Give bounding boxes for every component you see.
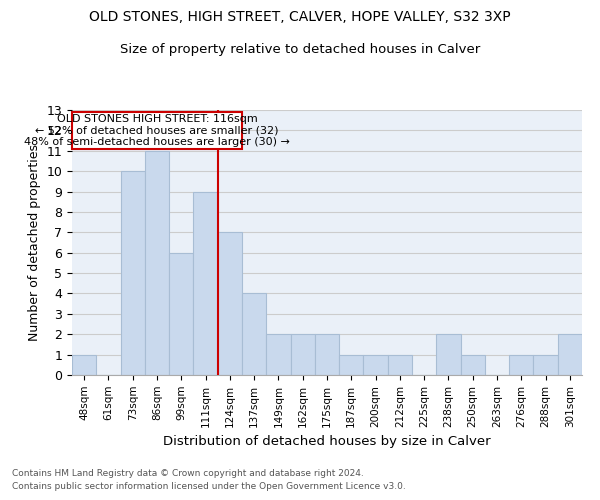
Bar: [242, 294, 266, 375]
Bar: [121, 171, 145, 375]
Text: 48% of semi-detached houses are larger (30) →: 48% of semi-detached houses are larger (…: [24, 136, 290, 146]
X-axis label: Distribution of detached houses by size in Calver: Distribution of detached houses by size …: [163, 435, 491, 448]
Bar: [558, 334, 582, 375]
Bar: [509, 354, 533, 375]
Bar: [72, 354, 96, 375]
Bar: [388, 354, 412, 375]
Text: Contains HM Land Registry data © Crown copyright and database right 2024.: Contains HM Land Registry data © Crown c…: [12, 468, 364, 477]
Bar: [461, 354, 485, 375]
Bar: [169, 252, 193, 375]
Bar: [364, 354, 388, 375]
Text: Contains public sector information licensed under the Open Government Licence v3: Contains public sector information licen…: [12, 482, 406, 491]
Bar: [218, 232, 242, 375]
Bar: [315, 334, 339, 375]
Text: OLD STONES, HIGH STREET, CALVER, HOPE VALLEY, S32 3XP: OLD STONES, HIGH STREET, CALVER, HOPE VA…: [89, 10, 511, 24]
Bar: [436, 334, 461, 375]
Bar: [533, 354, 558, 375]
Y-axis label: Number of detached properties: Number of detached properties: [28, 144, 41, 341]
FancyBboxPatch shape: [73, 112, 242, 148]
Text: Size of property relative to detached houses in Calver: Size of property relative to detached ho…: [120, 42, 480, 56]
Bar: [339, 354, 364, 375]
Bar: [290, 334, 315, 375]
Text: OLD STONES HIGH STREET: 116sqm: OLD STONES HIGH STREET: 116sqm: [56, 114, 257, 124]
Text: ← 52% of detached houses are smaller (32): ← 52% of detached houses are smaller (32…: [35, 126, 279, 136]
Bar: [145, 151, 169, 375]
Bar: [266, 334, 290, 375]
Bar: [193, 192, 218, 375]
